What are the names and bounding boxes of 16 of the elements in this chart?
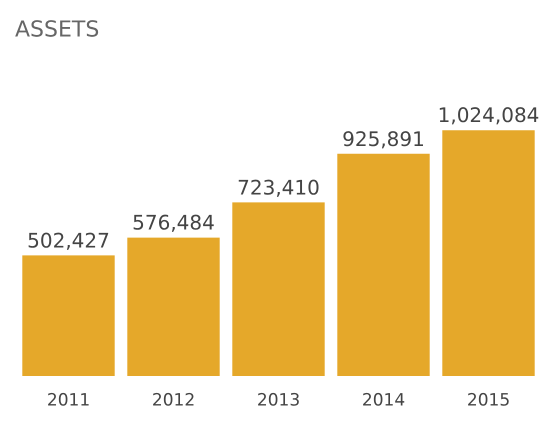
x-tick-label: 2015 xyxy=(466,390,510,410)
bar xyxy=(127,238,220,376)
x-tick-label: 2014 xyxy=(362,390,406,410)
data-label: 925,891 xyxy=(342,126,425,151)
bar xyxy=(442,130,535,376)
bar xyxy=(337,154,430,376)
x-tick-label: 2013 xyxy=(256,390,300,410)
chart-title: ASSETS xyxy=(15,18,100,42)
data-label: 723,410 xyxy=(237,175,320,200)
data-label: 502,427 xyxy=(27,228,110,252)
x-tick-label: 2012 xyxy=(152,390,196,410)
bar xyxy=(232,202,325,376)
x-tick-label: 2011 xyxy=(46,390,90,410)
data-label: 1,024,084 xyxy=(438,103,540,128)
bar xyxy=(22,255,115,376)
data-label: 576,484 xyxy=(132,210,215,235)
